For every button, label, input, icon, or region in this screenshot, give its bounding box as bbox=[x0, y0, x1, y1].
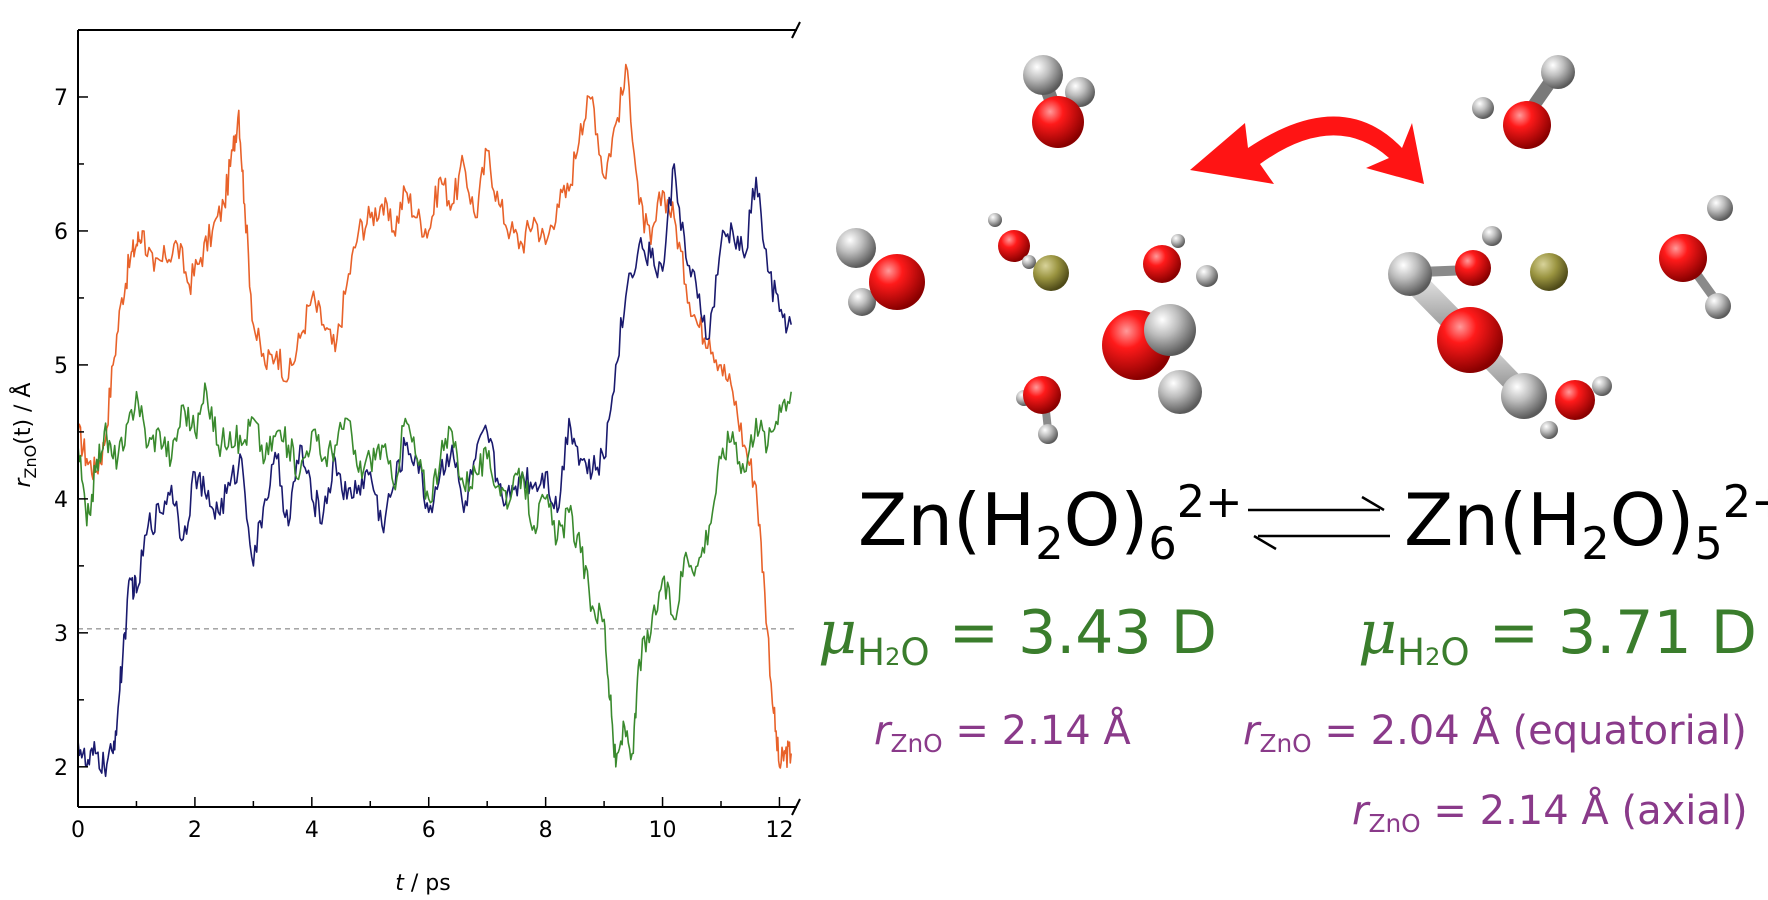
y-tick-label: 3 bbox=[54, 622, 68, 647]
chart-axes bbox=[77, 21, 801, 816]
oxygen-atom-icon bbox=[1023, 376, 1061, 414]
dipole-left: μH2O = 3.43 D bbox=[818, 598, 1217, 674]
y-tick-label: 2 bbox=[54, 756, 68, 781]
oxygen-atom-icon bbox=[1143, 245, 1181, 283]
hydrogen-atom-icon bbox=[1592, 376, 1612, 396]
distance-right-axial: rZnO = 2.14 Å (axial) bbox=[1352, 788, 1748, 838]
hydrogen-atom-icon bbox=[988, 213, 1002, 227]
chart-ticks: 0 2 4 6 8 10 12 2 3 4 5 6 7 bbox=[54, 86, 793, 843]
x-tick-label: 6 bbox=[422, 818, 436, 843]
zinc-atom-icon bbox=[1033, 255, 1069, 291]
hydrogen-atom-icon bbox=[1540, 421, 1558, 439]
product-formula: Zn(H2O)52+ bbox=[1404, 476, 1768, 571]
y-tick-label: 7 bbox=[54, 86, 68, 111]
hydrogen-atom-icon bbox=[836, 228, 876, 268]
hydrogen-atom-icon bbox=[1541, 55, 1575, 89]
hydrogen-atom-icon bbox=[1065, 77, 1095, 107]
x-tick-label: 8 bbox=[539, 818, 553, 843]
distance-right-equatorial: rZnO = 2.04 Å (equatorial) bbox=[1243, 708, 1747, 758]
hydrogen-atom-icon bbox=[1022, 255, 1036, 269]
hydrogen-atom-icon bbox=[1707, 195, 1733, 221]
oxygen-atom-icon bbox=[1437, 307, 1503, 373]
double-arrow-icon bbox=[1190, 116, 1424, 184]
hydrogen-atom-icon bbox=[1501, 373, 1547, 419]
pentaaqua-zinc-molecule bbox=[1388, 55, 1733, 439]
x-tick-label: 10 bbox=[649, 818, 677, 843]
oxygen-atom-icon bbox=[1503, 101, 1551, 149]
oxygen-atom-icon bbox=[1659, 234, 1707, 282]
oxygen-atom-icon bbox=[998, 230, 1030, 262]
hydrogen-atom-icon bbox=[1705, 293, 1731, 319]
oxygen-atom-icon bbox=[1555, 380, 1595, 420]
oxygen-atom-icon bbox=[1032, 96, 1084, 148]
plot-area bbox=[77, 63, 797, 778]
x-tick-label: 4 bbox=[305, 818, 319, 843]
hydrogen-atom-icon bbox=[1482, 226, 1502, 246]
hydrogen-atom-icon bbox=[1144, 304, 1196, 356]
series-line-1 bbox=[77, 63, 792, 769]
x-tick-label: 12 bbox=[765, 818, 793, 843]
axis-break-bottom bbox=[791, 798, 801, 816]
y-tick-label: 4 bbox=[54, 488, 68, 513]
hydrogen-atom-icon bbox=[1388, 252, 1432, 296]
x-tick-label: 2 bbox=[188, 818, 202, 843]
molecule-illustration bbox=[836, 55, 1733, 444]
rzno-time-chart: 0 2 4 6 8 10 12 2 3 4 5 6 7 t / ps rZnO(t) / Å bbox=[9, 21, 801, 896]
reactant-formula: Zn(H2O)62+ bbox=[858, 476, 1243, 571]
distance-left: rZnO = 2.14 Å bbox=[874, 708, 1131, 758]
oxygen-atom-icon bbox=[1455, 250, 1491, 286]
hydrogen-atom-icon bbox=[1171, 234, 1185, 248]
equilibrium-arrows-icon bbox=[1248, 495, 1390, 551]
x-tick-label: 0 bbox=[71, 818, 85, 843]
x-axis-title: t / ps bbox=[395, 871, 450, 896]
y-tick-label: 6 bbox=[54, 220, 68, 245]
hydrogen-atom-icon bbox=[1196, 265, 1218, 287]
axis-break-top bbox=[791, 21, 801, 39]
zinc-atom-icon bbox=[1530, 253, 1568, 291]
hexaaqua-zinc-molecule bbox=[836, 55, 1218, 444]
y-axis-title: rZnO(t) / Å bbox=[9, 382, 40, 487]
dipole-right: μH2O = 3.71 D bbox=[1358, 598, 1757, 674]
hydrogen-atom-icon bbox=[1023, 55, 1063, 95]
hydrogen-atom-icon bbox=[1038, 424, 1058, 444]
hydrogen-atom-icon bbox=[848, 288, 876, 316]
oxygen-atom-icon bbox=[869, 254, 925, 310]
y-tick-label: 5 bbox=[54, 354, 68, 379]
series-line-3 bbox=[77, 382, 792, 768]
hydrogen-atom-icon bbox=[1158, 370, 1202, 414]
hydrogen-atom-icon bbox=[1472, 97, 1494, 119]
